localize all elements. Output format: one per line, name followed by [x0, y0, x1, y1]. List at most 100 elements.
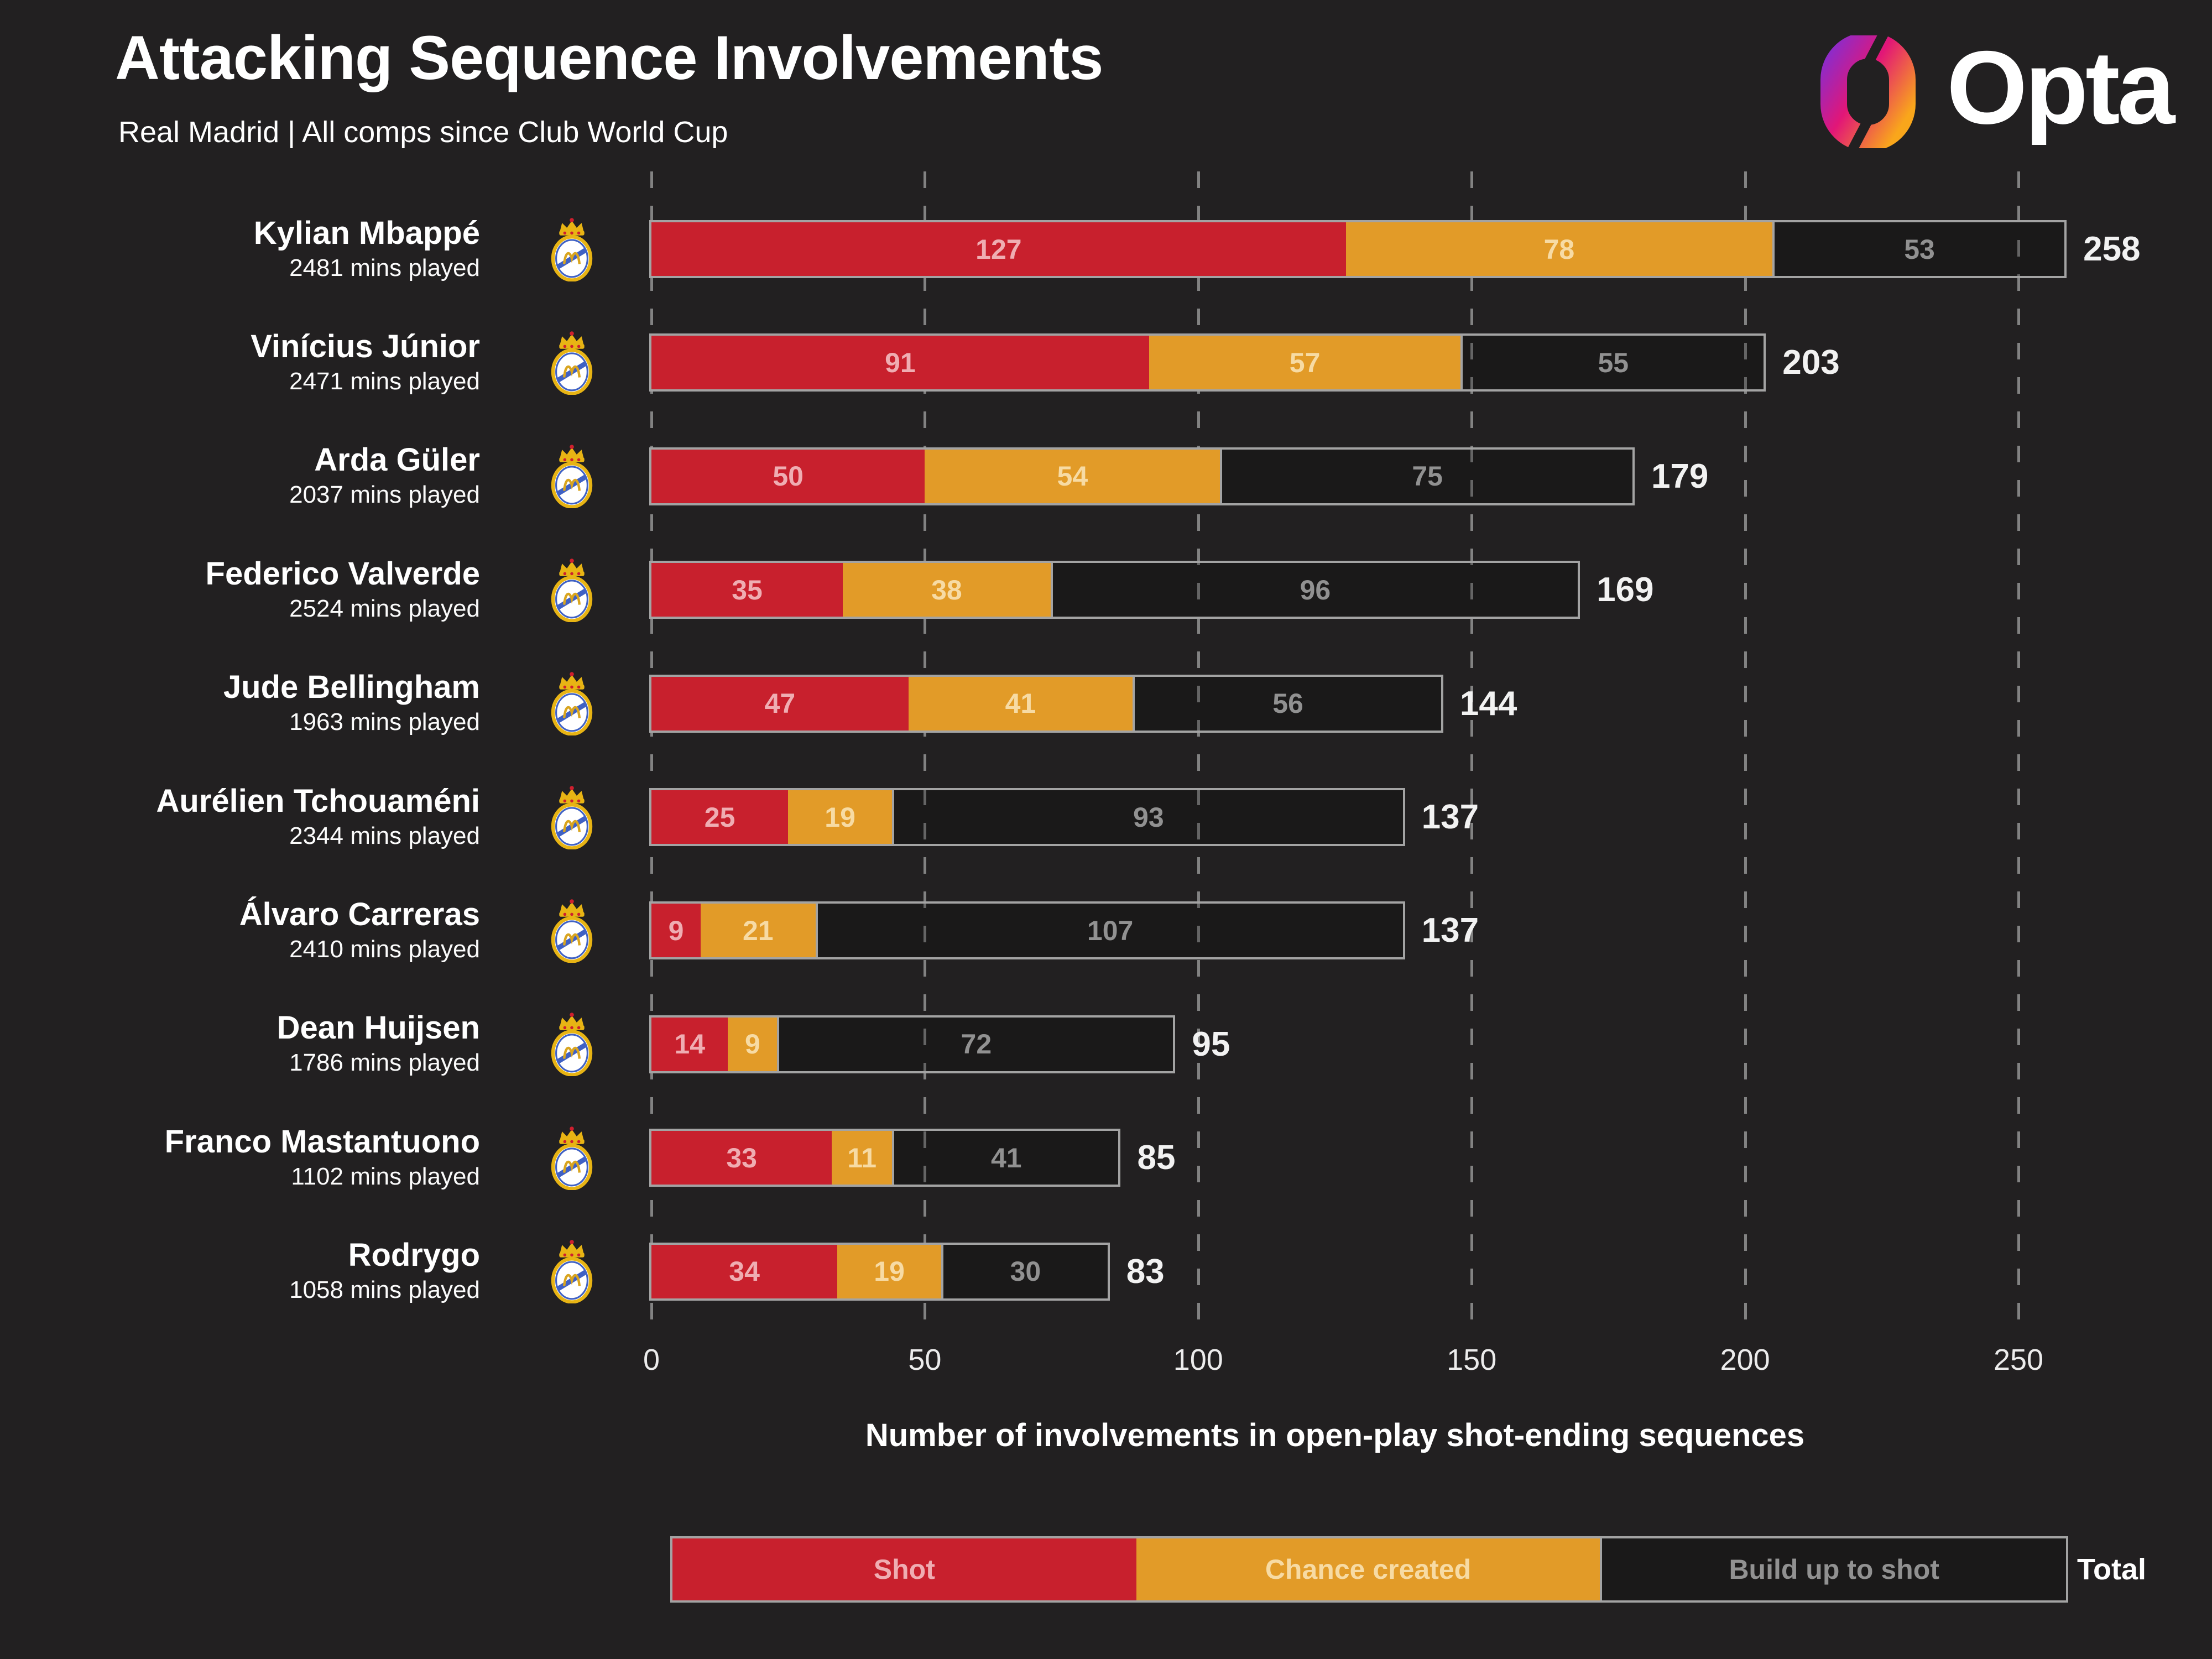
x-axis-title: Number of involvements in open-play shot… [865, 1417, 1805, 1453]
chance-created-segment: 21 [700, 904, 816, 958]
build-up-value: 53 [1904, 233, 1935, 265]
chance-created-value: 19 [825, 801, 855, 833]
player-row: Kylian Mbappé 2481 mins played 127 78 53… [0, 215, 2212, 281]
player-minutes: 2410 mins played [289, 935, 480, 963]
real-madrid-crest-icon [545, 1239, 598, 1303]
page-title: Attacking Sequence Involvements [115, 23, 1103, 92]
total-value: 85 [1137, 1139, 1176, 1177]
player-label: Aurélien Tchouaméni 2344 mins played [0, 783, 480, 851]
chance-created-segment: 57 [1149, 336, 1461, 390]
legend-item-chance-created-label: Chance created [1265, 1554, 1472, 1585]
opta-wordmark: Opta [1947, 29, 2175, 145]
total-value: 258 [2083, 230, 2141, 268]
shot-segment: 127 [651, 222, 1346, 276]
player-label: Jude Bellingham 1963 mins played [0, 670, 480, 737]
gridline [2017, 171, 2020, 1332]
chance-created-value: 41 [1005, 688, 1036, 719]
shot-segment: 91 [651, 336, 1149, 390]
player-name: Franco Mastantuono [164, 1123, 480, 1160]
gridline [1197, 171, 1200, 1332]
stacked-bar: 34 19 30 [649, 1242, 1110, 1301]
player-row: Franco Mastantuono 1102 mins played 33 1… [0, 1124, 2212, 1190]
shot-value: 47 [764, 688, 796, 719]
build-up-segment: 107 [815, 904, 1403, 958]
chance-created-value: 57 [1289, 347, 1321, 378]
player-label: Federico Valverde 2524 mins played [0, 556, 480, 624]
real-madrid-crest-icon [545, 558, 598, 622]
opta-brand: Opta [1819, 29, 2175, 152]
build-up-segment: 96 [1050, 563, 1578, 617]
chance-created-segment: 41 [908, 676, 1133, 731]
total-value: 137 [1421, 798, 1479, 836]
stacked-bar: 25 19 93 [649, 788, 1405, 846]
opta-logo-icon [1820, 35, 1916, 148]
player-minutes: 1102 mins played [291, 1162, 480, 1190]
player-label: Rodrygo 1058 mins played [0, 1238, 480, 1305]
player-label: Arda Güler 2037 mins played [0, 442, 480, 510]
legend: Shot Chance created Build up to shot [670, 1536, 2068, 1603]
build-up-segment: 41 [892, 1131, 1119, 1185]
chance-created-value: 11 [847, 1142, 877, 1173]
total-value: 137 [1421, 911, 1479, 950]
shot-segment: 34 [651, 1244, 838, 1298]
player-name: Vinícius Júnior [251, 328, 480, 364]
x-tick-label: 0 [643, 1343, 660, 1376]
player-label: Kylian Mbappé 2481 mins played [0, 215, 480, 283]
real-madrid-crest-icon [545, 785, 598, 849]
chance-created-segment: 78 [1345, 222, 1773, 276]
gridline [1744, 171, 1747, 1332]
x-tick-label: 200 [1720, 1343, 1770, 1376]
legend-item-chance-created: Chance created [1136, 1538, 1600, 1600]
chance-created-segment: 9 [728, 1017, 778, 1071]
build-up-value: 93 [1133, 801, 1164, 833]
stacked-bar: 47 41 56 [649, 674, 1443, 733]
player-name: Jude Bellingham [223, 669, 480, 706]
player-row: Federico Valverde 2524 mins played 35 38… [0, 556, 2212, 622]
player-label: Dean Huijsen 1786 mins played [0, 1010, 480, 1078]
total-value: 83 [1126, 1252, 1165, 1291]
gridline [650, 171, 653, 1332]
real-madrid-crest-icon [545, 444, 598, 508]
player-name: Álvaro Carreras [239, 896, 480, 932]
legend-item-shot: Shot [672, 1538, 1136, 1600]
total-value: 169 [1597, 571, 1654, 609]
chance-created-segment: 11 [832, 1131, 893, 1185]
stacked-bar: 35 38 96 [649, 561, 1580, 619]
shot-segment: 50 [651, 449, 925, 503]
chance-created-segment: 38 [843, 563, 1051, 617]
chance-created-value: 54 [1057, 461, 1088, 492]
chance-created-value: 38 [931, 574, 962, 606]
player-minutes: 2037 mins played [289, 481, 480, 509]
build-up-value: 72 [961, 1029, 992, 1060]
build-up-segment: 56 [1133, 676, 1441, 731]
stacked-bar: 91 57 55 [649, 333, 1766, 392]
shot-value: 25 [704, 801, 735, 833]
chance-created-segment: 19 [788, 790, 893, 844]
build-up-segment: 72 [777, 1017, 1173, 1071]
player-row: Rodrygo 1058 mins played 34 19 30 83 [0, 1238, 2212, 1304]
chance-created-value: 19 [874, 1256, 905, 1287]
legend-item-build-up-to-shot-label: Build up to shot [1729, 1554, 1939, 1585]
player-name: Federico Valverde [205, 555, 480, 592]
page-subtitle: Real Madrid | All comps since Club World… [118, 116, 728, 149]
player-name: Dean Huijsen [276, 1010, 480, 1046]
x-tick-label: 150 [1447, 1343, 1497, 1376]
stacked-bar: 33 11 41 [649, 1129, 1121, 1187]
build-up-value: 107 [1087, 915, 1134, 946]
build-up-value: 56 [1272, 688, 1303, 719]
chance-created-segment: 19 [837, 1244, 942, 1298]
stacked-bar: 127 78 53 [649, 220, 2067, 278]
player-label: Franco Mastantuono 1102 mins played [0, 1124, 480, 1192]
real-madrid-crest-icon [545, 899, 598, 963]
shot-value: 127 [975, 233, 1022, 265]
real-madrid-crest-icon [545, 217, 598, 281]
player-minutes: 1786 mins played [289, 1049, 480, 1077]
player-minutes: 1058 mins played [289, 1276, 480, 1304]
build-up-value: 75 [1412, 461, 1443, 492]
stacked-bar: 9 21 107 [649, 901, 1405, 960]
chance-created-value: 78 [1543, 233, 1575, 265]
player-label: Vinícius Júnior 2471 mins played [0, 328, 480, 397]
gridline [924, 171, 927, 1332]
shot-segment: 25 [651, 790, 789, 844]
